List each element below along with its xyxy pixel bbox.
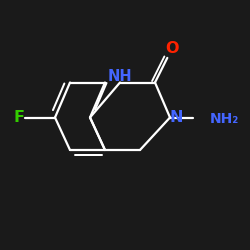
Text: N: N	[170, 110, 183, 125]
Text: O: O	[165, 42, 178, 56]
Text: NH₂: NH₂	[210, 112, 239, 126]
Text: NH: NH	[108, 69, 132, 84]
Text: F: F	[13, 110, 24, 125]
